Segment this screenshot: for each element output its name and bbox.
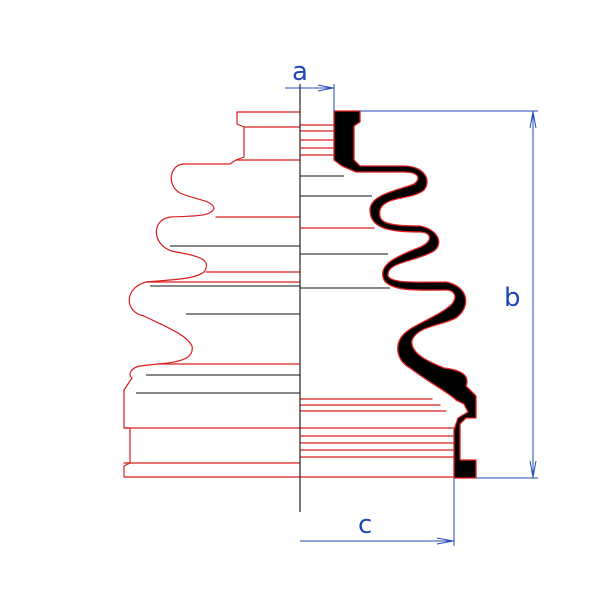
dimension-a-label: a — [292, 57, 308, 87]
dimension-a: a — [285, 57, 335, 112]
dimension-c-label: c — [358, 510, 372, 540]
dimension-a-arrow — [317, 84, 334, 92]
dimension-b-top-arrow — [529, 111, 537, 129]
dimension-b: b — [360, 110, 538, 479]
dimension-c: c — [300, 478, 455, 546]
boot-wall-section — [333, 110, 477, 479]
dimension-b-label: b — [504, 283, 521, 313]
exterior-inner-lines — [136, 245, 300, 394]
boot-section-lines — [299, 124, 457, 478]
boot-exterior-outline — [123, 111, 301, 478]
dimension-b-bottom-arrow — [529, 460, 537, 478]
boot-outer-profile — [123, 111, 301, 478]
dimension-c-arrow — [436, 537, 454, 545]
